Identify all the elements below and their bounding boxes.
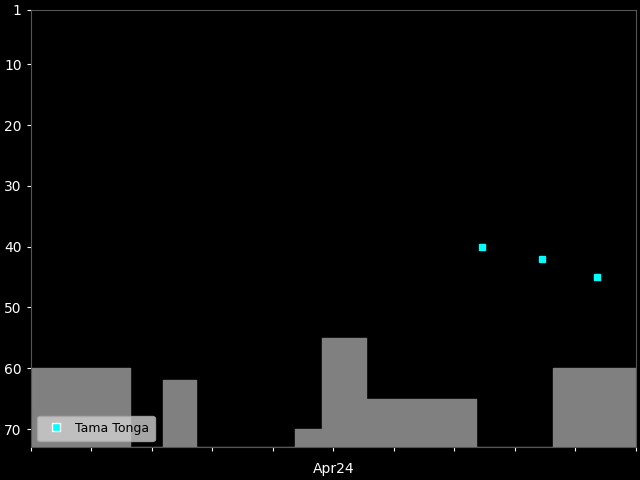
Legend: Tama Tonga: Tama Tonga [37, 416, 155, 441]
X-axis label: Apr24: Apr24 [312, 462, 354, 476]
